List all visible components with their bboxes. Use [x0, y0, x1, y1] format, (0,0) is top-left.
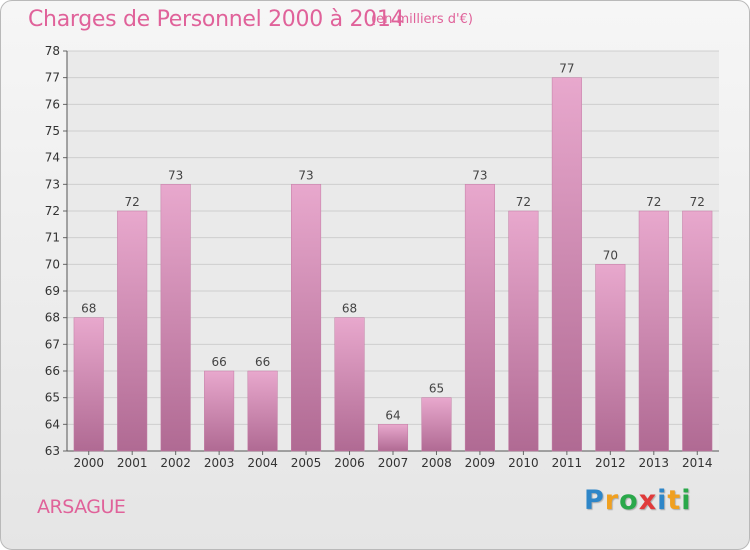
x-tick-label: 2001 — [117, 456, 148, 470]
y-tick-label: 73 — [45, 177, 60, 191]
bar — [638, 210, 669, 452]
y-tick-label: 74 — [45, 151, 60, 165]
y-tick-label: 72 — [45, 204, 60, 218]
place-name: ARSAGUE — [37, 496, 126, 518]
data-label: 73 — [472, 168, 487, 182]
data-label: 72 — [125, 195, 140, 209]
y-tick-label: 68 — [45, 311, 60, 325]
logo-letter: t — [667, 485, 682, 516]
logo-letter: x — [638, 485, 658, 516]
bar — [595, 264, 626, 452]
bar — [682, 210, 713, 452]
bar — [247, 370, 278, 452]
x-tick-label: 2002 — [160, 456, 191, 470]
x-tick-label: 2014 — [682, 456, 713, 470]
data-label: 72 — [516, 195, 531, 209]
x-tick-label: 2011 — [552, 456, 583, 470]
y-tick-label: 67 — [45, 337, 60, 351]
data-label: 64 — [385, 408, 400, 422]
y-tick-label: 65 — [45, 391, 60, 405]
bar — [334, 317, 365, 452]
data-label: 65 — [429, 382, 444, 396]
x-tick-label: 2003 — [204, 456, 235, 470]
x-tick-label: 2012 — [595, 456, 626, 470]
y-tick-label: 75 — [45, 124, 60, 138]
logo-letter: P — [584, 485, 605, 516]
data-label: 68 — [81, 302, 96, 316]
x-tick-label: 2010 — [508, 456, 539, 470]
plot-area: 63 64 65 66 67 68 69 70 71 72 73 74 75 76 77 78 68 2000 72… — [45, 44, 719, 470]
data-label: 73 — [168, 168, 183, 182]
logo-letter: i — [681, 485, 692, 516]
data-label: 70 — [603, 248, 618, 262]
y-tick-label: 64 — [45, 417, 60, 431]
y-tick-label: 76 — [45, 97, 60, 111]
bar — [377, 424, 409, 452]
y-tick-label: 66 — [45, 364, 60, 378]
y-tick-label: 78 — [45, 44, 60, 58]
bar — [117, 210, 148, 452]
bar — [204, 370, 235, 452]
x-tick-label: 2004 — [247, 456, 278, 470]
bar — [421, 397, 452, 452]
bar — [464, 184, 495, 452]
x-tick-label: 2008 — [421, 456, 452, 470]
bar — [508, 210, 539, 452]
data-label: 72 — [646, 195, 661, 209]
data-label: 77 — [559, 62, 574, 76]
data-label: 68 — [342, 302, 357, 316]
data-label: 73 — [298, 168, 313, 182]
bar — [291, 184, 322, 452]
proxiti-logo: Proxiti — [584, 485, 692, 525]
logo-letter: o — [619, 485, 639, 516]
bar — [551, 77, 582, 452]
bar — [73, 317, 104, 452]
x-tick-label: 2009 — [465, 456, 496, 470]
x-tick-label: 2007 — [378, 456, 409, 470]
logo-letter: i — [657, 485, 668, 516]
x-tick-label: 2013 — [639, 456, 670, 470]
y-tick-label: 70 — [45, 257, 60, 271]
chart-title: Charges de Personnel 2000 à 2014 — [28, 7, 405, 32]
logo-letter: r — [604, 485, 620, 516]
x-tick-label: 2006 — [334, 456, 365, 470]
x-tick-label: 2005 — [291, 456, 322, 470]
data-label: 66 — [211, 355, 226, 369]
y-tick-label: 71 — [45, 231, 60, 245]
y-tick-label: 69 — [45, 284, 60, 298]
chart-subtitle: (en milliers d'€) — [371, 12, 473, 27]
data-label: 66 — [255, 355, 270, 369]
y-tick-label: 77 — [45, 71, 60, 85]
y-tick-label: 63 — [45, 444, 60, 458]
x-tick-label: 2000 — [73, 456, 104, 470]
bar — [160, 184, 191, 452]
data-label: 72 — [690, 195, 705, 209]
